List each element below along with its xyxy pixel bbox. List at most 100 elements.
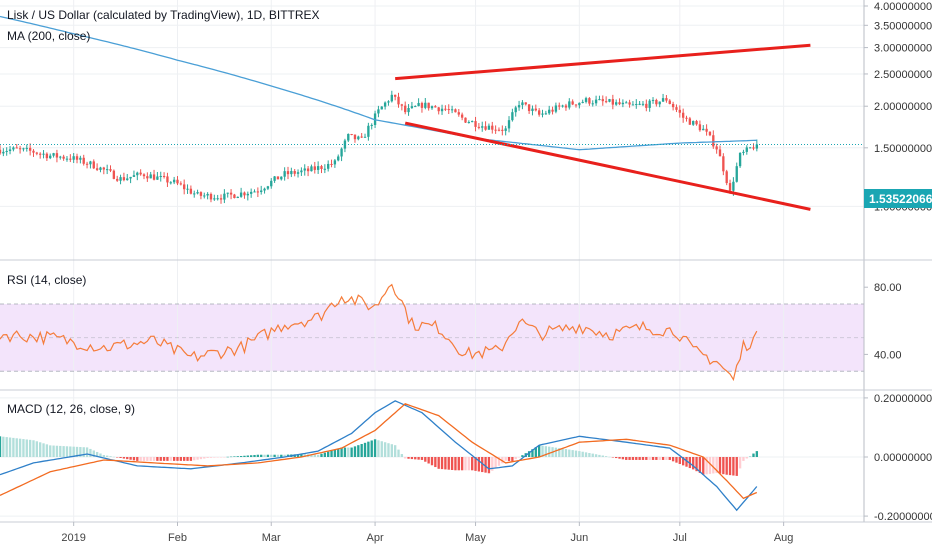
- candle[interactable]: [152, 169, 156, 181]
- candle[interactable]: [551, 106, 554, 115]
- candle[interactable]: [179, 181, 183, 186]
- candle[interactable]: [347, 133, 350, 143]
- candle[interactable]: [146, 172, 149, 182]
- candle[interactable]: [477, 123, 481, 130]
- candle[interactable]: [32, 149, 35, 157]
- candle[interactable]: [213, 194, 216, 201]
- candle[interactable]: [52, 152, 55, 158]
- macd-line[interactable]: [0, 400, 758, 512]
- candle[interactable]: [628, 99, 631, 108]
- candle[interactable]: [578, 102, 581, 109]
- candle[interactable]: [92, 159, 95, 170]
- candle[interactable]: [514, 105, 517, 117]
- candle[interactable]: [668, 99, 671, 105]
- candle[interactable]: [718, 145, 722, 157]
- candle[interactable]: [548, 105, 551, 115]
- candle[interactable]: [263, 187, 266, 194]
- candle[interactable]: [417, 98, 420, 107]
- candle[interactable]: [105, 164, 109, 175]
- candle[interactable]: [678, 105, 681, 118]
- candle[interactable]: [604, 96, 608, 104]
- candle[interactable]: [742, 149, 745, 156]
- upper-trendline[interactable]: [395, 43, 811, 81]
- candle[interactable]: [209, 192, 213, 203]
- candle[interactable]: [397, 92, 400, 108]
- candle[interactable]: [323, 164, 327, 174]
- candle[interactable]: [635, 99, 638, 109]
- candle[interactable]: [521, 100, 524, 110]
- candle[interactable]: [464, 117, 467, 124]
- ma200-line[interactable]: [0, 15, 757, 151]
- candle[interactable]: [350, 133, 353, 136]
- candle[interactable]: [692, 120, 695, 126]
- candle[interactable]: [236, 196, 239, 199]
- candle[interactable]: [12, 146, 15, 152]
- candle[interactable]: [142, 173, 146, 180]
- candle[interactable]: [156, 172, 159, 180]
- candle[interactable]: [313, 161, 316, 174]
- candle[interactable]: [5, 147, 8, 156]
- candle[interactable]: [584, 96, 588, 104]
- candle[interactable]: [370, 123, 373, 130]
- candle[interactable]: [159, 171, 162, 182]
- candle[interactable]: [574, 104, 578, 108]
- candle[interactable]: [641, 100, 645, 107]
- candle[interactable]: [524, 102, 527, 106]
- candle[interactable]: [283, 167, 286, 181]
- candle[interactable]: [196, 189, 199, 195]
- candle[interactable]: [748, 146, 752, 149]
- candle[interactable]: [454, 108, 457, 113]
- candle[interactable]: [608, 98, 611, 103]
- candle[interactable]: [554, 102, 558, 114]
- candle[interactable]: [42, 150, 45, 159]
- candle[interactable]: [564, 103, 568, 111]
- candle[interactable]: [132, 170, 136, 178]
- candle[interactable]: [531, 105, 534, 116]
- candle[interactable]: [270, 178, 273, 189]
- candle[interactable]: [460, 112, 464, 121]
- candle[interactable]: [467, 120, 471, 124]
- candle[interactable]: [330, 159, 333, 168]
- candle[interactable]: [725, 169, 728, 186]
- candle[interactable]: [544, 110, 548, 115]
- candle[interactable]: [8, 146, 12, 155]
- candle[interactable]: [65, 155, 69, 162]
- candle[interactable]: [126, 173, 129, 181]
- candle[interactable]: [136, 171, 139, 181]
- candle[interactable]: [122, 172, 126, 182]
- candle[interactable]: [702, 125, 705, 131]
- candle[interactable]: [504, 125, 507, 136]
- candle[interactable]: [380, 106, 383, 110]
- candle[interactable]: [229, 189, 233, 200]
- candle[interactable]: [22, 147, 25, 152]
- candle[interactable]: [320, 164, 323, 174]
- rsi-line[interactable]: [0, 283, 758, 382]
- candle[interactable]: [172, 176, 176, 185]
- candle[interactable]: [491, 121, 494, 134]
- candle[interactable]: [280, 176, 283, 181]
- candle[interactable]: [601, 95, 604, 106]
- candle[interactable]: [343, 138, 347, 153]
- candle[interactable]: [25, 144, 28, 152]
- candle[interactable]: [598, 95, 601, 101]
- candle[interactable]: [62, 154, 65, 161]
- candle[interactable]: [434, 105, 437, 108]
- candle[interactable]: [665, 95, 668, 103]
- candle[interactable]: [715, 143, 718, 154]
- candle[interactable]: [735, 162, 738, 183]
- candle[interactable]: [223, 189, 226, 204]
- candle[interactable]: [571, 99, 574, 106]
- candle[interactable]: [327, 160, 330, 172]
- candle[interactable]: [189, 185, 193, 195]
- candle[interactable]: [290, 167, 293, 178]
- candle[interactable]: [169, 181, 172, 185]
- candle[interactable]: [246, 191, 249, 201]
- candle[interactable]: [266, 185, 270, 191]
- candle[interactable]: [658, 101, 661, 108]
- rsi-layer[interactable]: [0, 283, 758, 382]
- candle[interactable]: [193, 190, 196, 198]
- candle[interactable]: [494, 125, 497, 134]
- candle[interactable]: [337, 154, 340, 162]
- candle[interactable]: [537, 108, 541, 117]
